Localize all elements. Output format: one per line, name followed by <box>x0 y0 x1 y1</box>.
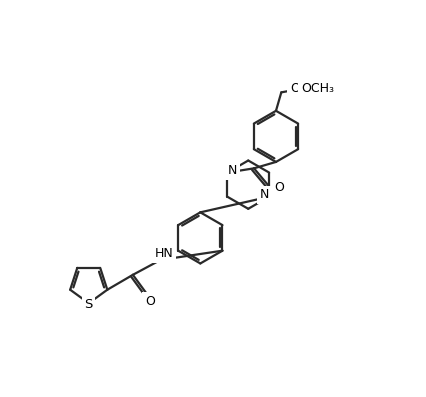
Text: HN: HN <box>155 247 173 260</box>
Text: O: O <box>274 181 284 195</box>
Text: O: O <box>290 82 300 95</box>
Text: O: O <box>145 295 155 308</box>
Text: N: N <box>259 189 269 201</box>
Text: S: S <box>85 299 93 312</box>
Text: OCH₃: OCH₃ <box>301 82 334 94</box>
Text: N: N <box>227 164 237 177</box>
